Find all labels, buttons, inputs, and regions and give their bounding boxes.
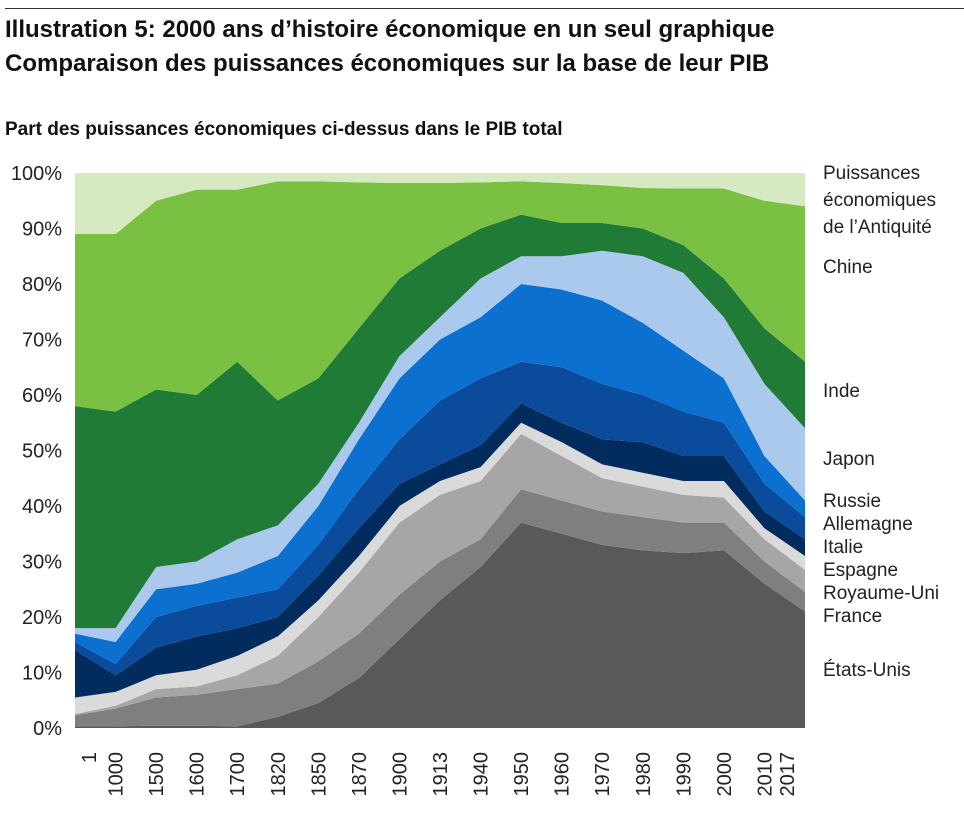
area bbox=[75, 284, 805, 665]
series-label: France bbox=[823, 606, 883, 627]
area bbox=[75, 489, 805, 727]
series-label: Italie bbox=[823, 537, 864, 558]
series-label: Chine bbox=[823, 257, 873, 278]
x-tick-label: 2010 bbox=[754, 752, 776, 797]
y-tick-label: 40% bbox=[22, 496, 62, 518]
series-label: Espagne bbox=[823, 560, 899, 581]
y-tick-label: 70% bbox=[22, 330, 62, 352]
x-tick-label: 1820 bbox=[268, 752, 290, 797]
y-tick-label: 10% bbox=[22, 663, 62, 685]
series-label: Puissances économiques de l’Antiquité bbox=[823, 163, 937, 238]
y-tick-label: 100% bbox=[11, 163, 62, 185]
y-tick-label: 50% bbox=[22, 441, 62, 463]
x-tick-label: 1 bbox=[79, 752, 101, 763]
x-tick-label: 1600 bbox=[187, 752, 209, 797]
y-tick-label: 30% bbox=[22, 552, 62, 574]
series-label: Russie bbox=[823, 491, 882, 512]
series-label: Inde bbox=[823, 381, 860, 402]
top-rule bbox=[5, 8, 964, 9]
area bbox=[75, 433, 805, 716]
x-tick-label: 1700 bbox=[227, 752, 249, 797]
x-tick-label: 1950 bbox=[511, 752, 533, 797]
series-label: Allemagne bbox=[823, 514, 913, 535]
y-tick-label: 90% bbox=[22, 219, 62, 241]
area bbox=[75, 214, 805, 629]
x-tick-label: 1913 bbox=[430, 752, 452, 797]
subtitle: Comparaison des puissances économiques s… bbox=[5, 50, 770, 77]
title: Illustration 5: 2000 ans d’histoire écon… bbox=[5, 16, 775, 43]
y-tick-label: 80% bbox=[22, 274, 62, 296]
x-tick-label: 2000 bbox=[714, 752, 736, 797]
x-tick-label: 1990 bbox=[673, 752, 695, 797]
x-tick-label: 1960 bbox=[552, 752, 574, 797]
area bbox=[75, 173, 805, 235]
series-label: Royaume-Uni bbox=[823, 583, 940, 604]
area bbox=[75, 403, 805, 698]
area bbox=[75, 250, 805, 642]
area bbox=[75, 361, 805, 676]
x-tick-label: 1940 bbox=[471, 752, 493, 797]
x-tick-label: 1900 bbox=[389, 752, 411, 797]
series-label: Japon bbox=[823, 449, 875, 470]
y-tick-label: 0% bbox=[33, 718, 62, 740]
x-tick-label: 1500 bbox=[146, 752, 168, 797]
x-tick-label: 1980 bbox=[633, 752, 655, 797]
x-tick-label: 1000 bbox=[106, 752, 128, 797]
x-tick-label: 1850 bbox=[308, 752, 330, 797]
x-tick-label: 1970 bbox=[592, 752, 614, 797]
y-tick-label: 20% bbox=[22, 607, 62, 629]
axis-label: Part des puissances économiques ci-dessu… bbox=[5, 119, 563, 140]
y-tick-label: 60% bbox=[22, 385, 62, 407]
area bbox=[75, 522, 805, 728]
series-label: États-Unis bbox=[823, 660, 911, 681]
x-tick-label: 1870 bbox=[349, 752, 371, 797]
x-tick-label: 2017 bbox=[777, 752, 799, 797]
area bbox=[75, 181, 805, 412]
